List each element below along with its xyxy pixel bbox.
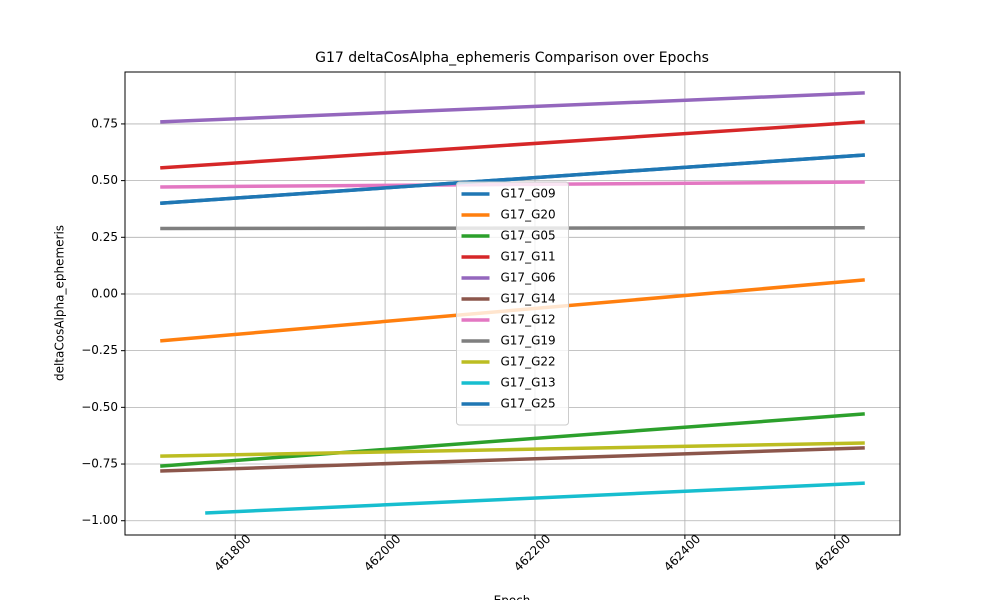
legend-label: G17_G06 bbox=[501, 271, 556, 285]
legend-label: G17_G05 bbox=[501, 229, 556, 243]
x-tick-label: 462400 bbox=[661, 532, 703, 574]
chart-title: G17 deltaCosAlpha_ephemeris Comparison o… bbox=[315, 50, 709, 66]
legend-label: G17_G09 bbox=[501, 187, 556, 201]
legend: G17_G09 G17_G20 G17_G05 G17_G11 G17_G06 G17_G… bbox=[456, 181, 569, 426]
y-axis-label: deltaCosAlpha_ephemeris bbox=[53, 225, 67, 381]
x-tick-label: 462600 bbox=[811, 532, 853, 574]
x-tick-label: 462000 bbox=[361, 532, 403, 574]
legend-label: G17_G12 bbox=[501, 313, 556, 327]
y-tick-label: 0.25 bbox=[91, 230, 118, 244]
legend-label: G17_G13 bbox=[501, 376, 556, 390]
series-line bbox=[160, 441, 865, 458]
series-line bbox=[160, 120, 865, 170]
y-tick-label: −1.00 bbox=[81, 513, 118, 527]
legend-label: G17_G25 bbox=[501, 397, 556, 411]
y-tick-label: 0.75 bbox=[91, 116, 118, 130]
plot-frame bbox=[124, 71, 901, 536]
legend-label: G17_G11 bbox=[501, 250, 556, 264]
x-tick-label: 461800 bbox=[211, 532, 253, 574]
legend-label: G17_G14 bbox=[501, 292, 556, 306]
series-line bbox=[160, 153, 865, 206]
series-line bbox=[160, 412, 865, 468]
legend-label: G17_G20 bbox=[501, 208, 556, 222]
legend-box bbox=[456, 181, 569, 426]
y-tick-label: 0.50 bbox=[91, 173, 118, 187]
legend-label: G17_G22 bbox=[501, 355, 556, 369]
x-tick-label: 462200 bbox=[511, 532, 553, 574]
legend-label: G17_G19 bbox=[501, 334, 556, 348]
x-axis-label: Epoch bbox=[494, 594, 531, 600]
y-tick-label: −0.25 bbox=[81, 343, 118, 357]
y-tick-label: −0.50 bbox=[81, 400, 118, 414]
series-line bbox=[160, 91, 865, 124]
series-line bbox=[205, 481, 865, 515]
y-tick-label: −0.75 bbox=[81, 457, 118, 471]
y-tick-label: 0.00 bbox=[91, 286, 118, 300]
series-line bbox=[160, 446, 865, 473]
